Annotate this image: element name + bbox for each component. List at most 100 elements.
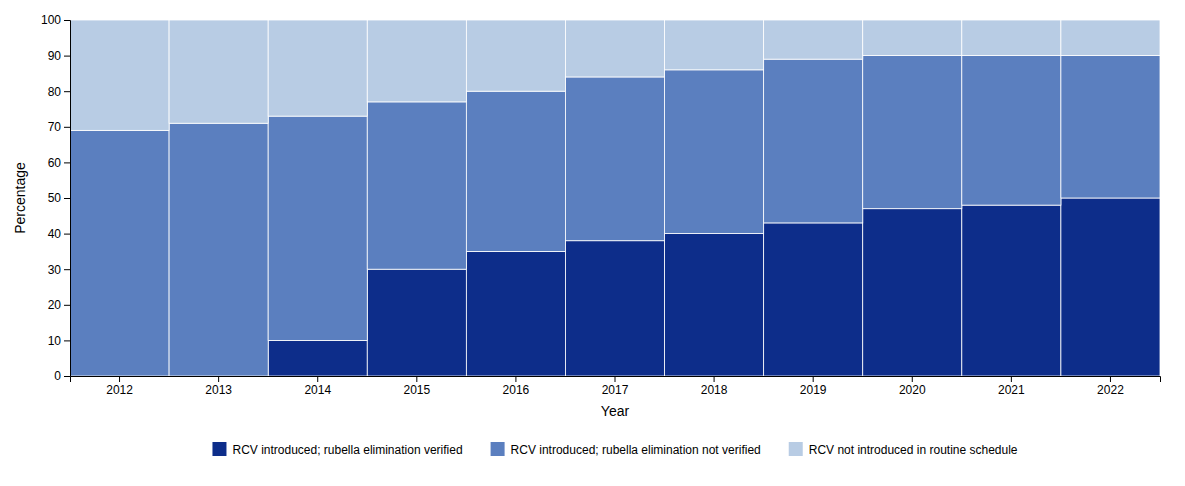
x-tick: 2017 [602, 376, 629, 397]
y-tick-label: 80 [48, 85, 62, 99]
legend-swatch [491, 442, 505, 456]
x-tick: 2012 [106, 376, 133, 397]
legend: RCV introduced; rubella elimination veri… [212, 442, 1017, 457]
x-tick: 2014 [304, 376, 331, 397]
bar-segment [565, 20, 664, 77]
y-tick-mark [64, 20, 70, 21]
chart-container: 2012 2013 2014 2015 2016 2017 2018 2019 2020 2021… [0, 0, 1185, 486]
y-tick: 80 [48, 85, 70, 99]
bar-segment [367, 102, 466, 269]
bar-segment [268, 340, 367, 376]
y-tick-label: 30 [48, 263, 62, 277]
y-tick-mark [64, 269, 70, 270]
bar-segment [1061, 56, 1160, 198]
bar-series [70, 20, 1160, 130]
bar-segment [367, 269, 466, 376]
y-tick-label: 60 [48, 156, 62, 170]
bar-segment [268, 20, 367, 116]
x-axis: 2012 2013 2014 2015 2016 2017 2018 2019 2020 2021… [71, 376, 1161, 397]
x-axis-title: Year [601, 403, 630, 419]
x-tick-mark [1011, 376, 1012, 382]
y-tick-mark [64, 56, 70, 57]
bar-segment [863, 20, 962, 56]
bar-segment [565, 241, 664, 376]
x-axis-line [71, 377, 1161, 383]
y-tick-mark [64, 127, 70, 128]
x-tick: 2015 [403, 376, 430, 397]
x-tick: 2018 [701, 376, 728, 397]
y-tick-mark [64, 376, 70, 377]
bar-segment [863, 209, 962, 376]
x-tick-mark [813, 376, 814, 382]
bar-segment [169, 123, 268, 376]
legend-label: RCV not introduced in routine schedule [809, 443, 1018, 457]
x-tick: 2022 [1097, 376, 1124, 397]
y-axis-title: Percentage [12, 162, 28, 234]
y-tick-label: 10 [48, 334, 62, 348]
x-tick-label: 2020 [899, 383, 926, 397]
bar-segment [863, 56, 962, 209]
bar-segment [764, 59, 863, 223]
bar-segment [764, 20, 863, 59]
y-tick-label: 0 [54, 369, 61, 383]
y-tick: 50 [48, 191, 70, 205]
plot-area: 2012 2013 2014 2015 2016 2017 2018 2019 2020 2021… [12, 13, 1161, 419]
bars [70, 20, 1160, 376]
bar-segment [665, 70, 764, 234]
x-tick: 2013 [205, 376, 232, 397]
bar-segment [565, 77, 664, 241]
bar-segment [466, 91, 565, 251]
bar-segment [367, 20, 466, 102]
x-tick-label: 2015 [403, 383, 430, 397]
x-tick-mark [416, 376, 417, 382]
bar-segment [962, 205, 1061, 376]
legend-item: RCV not introduced in routine schedule [789, 442, 1018, 457]
x-tick-label: 2022 [1097, 383, 1124, 397]
legend-item: RCV introduced; rubella elimination veri… [212, 442, 462, 457]
x-tick-label: 2013 [205, 383, 232, 397]
bar-segment [268, 116, 367, 340]
y-tick: 0 [54, 369, 70, 383]
x-tick-label: 2012 [106, 383, 133, 397]
bar-segment [962, 20, 1061, 56]
x-tick-label: 2021 [998, 383, 1025, 397]
y-tick-mark [64, 340, 70, 341]
legend-swatch [789, 442, 803, 456]
y-tick: 100 [41, 13, 70, 27]
x-tick-label: 2014 [304, 383, 331, 397]
x-tick-mark [714, 376, 715, 382]
y-tick-label: 90 [48, 49, 62, 63]
bar-segment [665, 20, 764, 70]
x-tick-label: 2016 [503, 383, 530, 397]
y-tick-mark [64, 162, 70, 163]
legend-label: RCV introduced; rubella elimination veri… [232, 443, 462, 457]
bar-segment [1061, 20, 1160, 56]
x-tick-mark [1110, 376, 1111, 382]
bar-segment [764, 223, 863, 376]
y-tick-mark [64, 198, 70, 199]
x-tick: 2016 [503, 376, 530, 397]
y-tick-label: 20 [48, 298, 62, 312]
y-tick-label: 50 [48, 191, 62, 205]
legend-item: RCV introduced; rubella elimination not … [491, 442, 761, 457]
y-tick: 20 [48, 298, 70, 312]
x-tick-mark [912, 376, 913, 382]
chart-svg: 2012 2013 2014 2015 2016 2017 2018 2019 2020 2021… [0, 0, 1185, 486]
bar-segment [1061, 198, 1160, 376]
y-tick: 90 [48, 49, 70, 63]
legend-label: RCV introduced; rubella elimination not … [511, 443, 761, 457]
y-tick: 70 [48, 120, 70, 134]
y-tick: 60 [48, 156, 70, 170]
y-tick-mark [64, 305, 70, 306]
y-tick: 30 [48, 263, 70, 277]
x-tick-label: 2017 [602, 383, 629, 397]
x-tick-label: 2019 [800, 383, 827, 397]
x-tick-mark [317, 376, 318, 382]
bar-segment [665, 234, 764, 376]
x-tick: 2021 [998, 376, 1025, 397]
y-tick-mark [64, 234, 70, 235]
x-tick: 2020 [899, 376, 926, 397]
y-tick-label: 40 [48, 227, 62, 241]
bar-segment [962, 56, 1061, 206]
bar-segment [70, 130, 169, 376]
